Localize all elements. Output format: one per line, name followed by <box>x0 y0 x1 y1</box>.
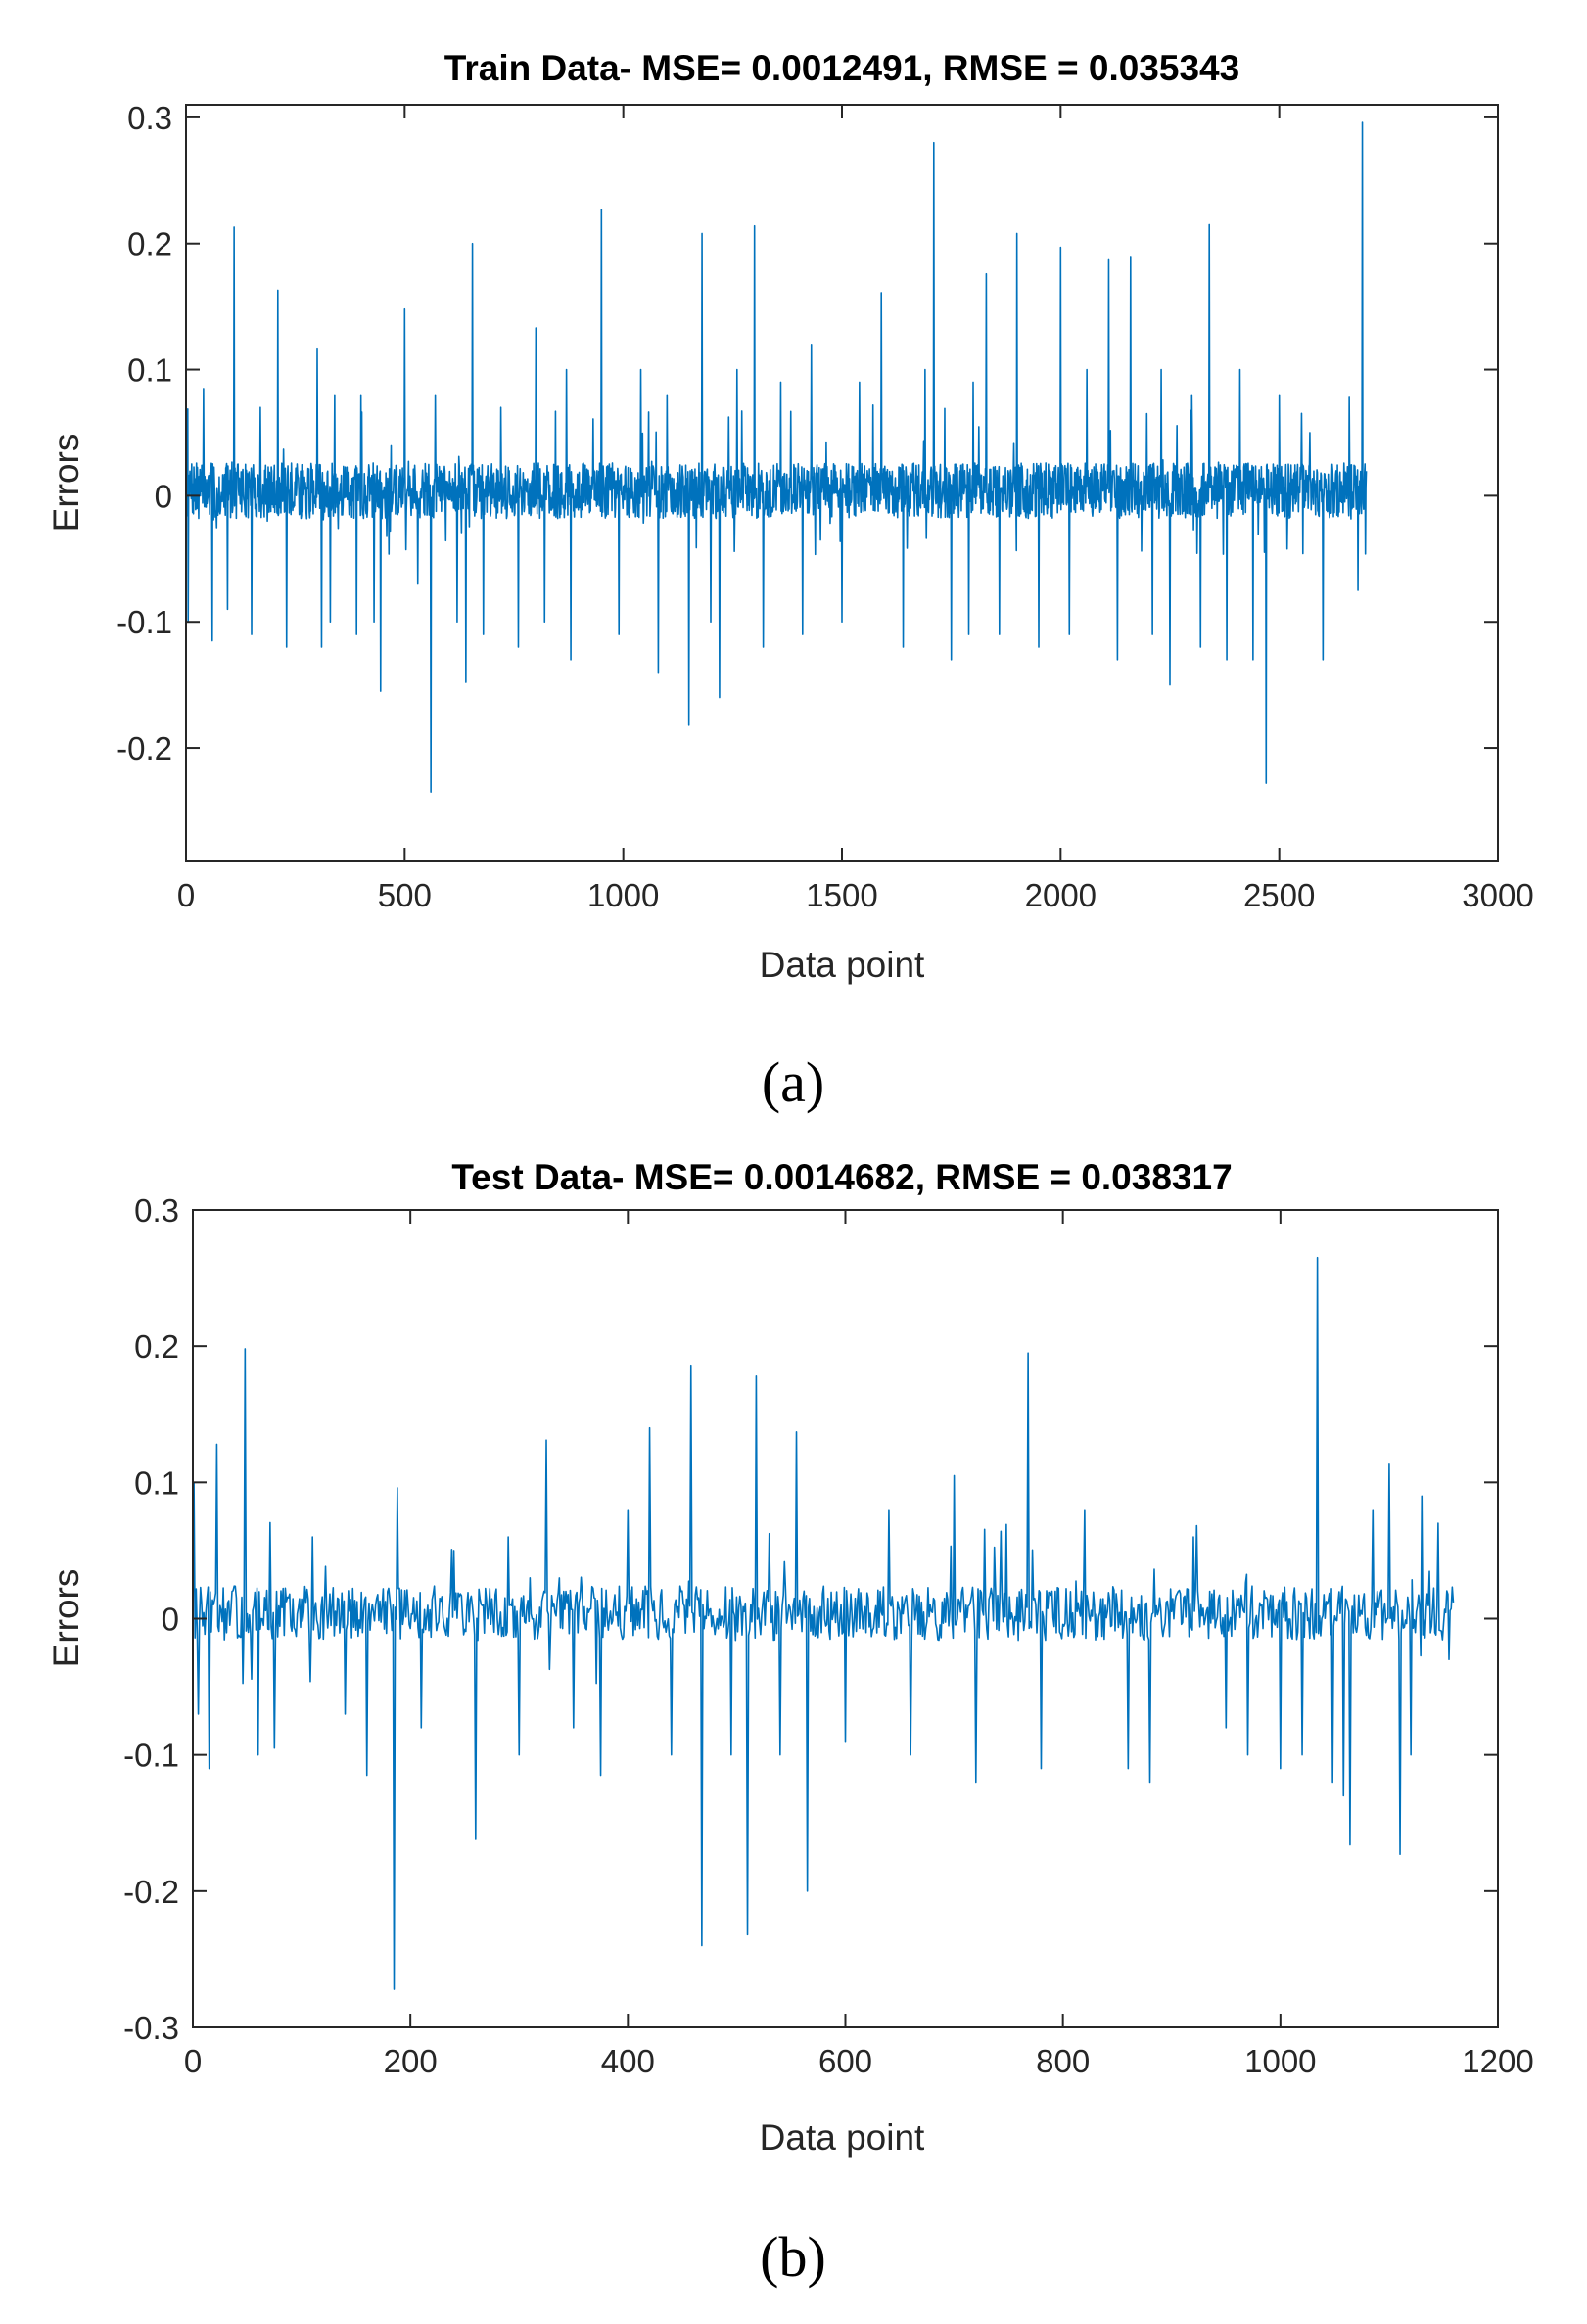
x-tick-label: 0 <box>184 2043 202 2079</box>
series-layer <box>192 1256 1455 1990</box>
x-tick-label: 1000 <box>587 877 659 913</box>
panel-caption: (b) <box>760 2225 826 2289</box>
plot-area <box>186 105 1498 861</box>
x-tick-label: 1200 <box>1462 2043 1533 2079</box>
y-tick-label: 0.3 <box>134 1192 179 1229</box>
x-tick-label: 400 <box>601 2043 655 2079</box>
x-tick-label: 0 <box>177 877 195 913</box>
y-axis-label: Errors <box>46 434 86 533</box>
chart-train: 0 500 1000 1500 2000 2500 3000 -0.2 -0.1 0 0.1 0.2 0… <box>46 48 1534 1114</box>
y-tick-label: 0.2 <box>127 226 172 262</box>
y-tick-label: 0 <box>162 1602 179 1638</box>
y-tick-label: 0.1 <box>134 1464 179 1501</box>
ticks-layer: 0 500 1000 1500 2000 2500 3000 -0.2 -0.1 0 0.1 0.2 0… <box>117 100 1534 913</box>
x-tick-label: 1500 <box>806 877 877 913</box>
x-tick-label: 2000 <box>1025 877 1097 913</box>
x-tick-label: 800 <box>1036 2043 1090 2079</box>
panel-caption: (a) <box>762 1050 824 1114</box>
ticks-layer: 0 200 400 600 800 1000 1200 -0.3 -0.2 -0.1 0 0.1 0.2… <box>123 1192 1534 2079</box>
x-axis-label: Data point <box>760 2117 925 2158</box>
series-layer <box>185 121 1368 793</box>
y-tick-label: 0.1 <box>127 352 172 389</box>
y-tick-label: 0.2 <box>134 1328 179 1365</box>
y-tick-label: -0.2 <box>123 1874 179 1910</box>
y-tick-label: -0.1 <box>117 604 172 640</box>
y-tick-label: -0.3 <box>123 2010 179 2046</box>
x-axis-label: Data point <box>760 945 925 985</box>
x-tick-label: 500 <box>378 877 432 913</box>
x-tick-label: 2500 <box>1243 877 1315 913</box>
y-tick-label: -0.1 <box>123 1738 179 1774</box>
y-tick-label: 0 <box>155 478 172 514</box>
y-tick-label: 0.3 <box>127 100 172 136</box>
y-tick-label: -0.2 <box>117 730 172 767</box>
chart-title: Test Data- MSE= 0.0014682, RMSE = 0.0383… <box>451 1157 1232 1197</box>
chart-title: Train Data- MSE= 0.0012491, RMSE = 0.035… <box>444 48 1239 88</box>
x-tick-label: 200 <box>384 2043 438 2079</box>
plot-area <box>193 1210 1498 2027</box>
x-tick-label: 1000 <box>1244 2043 1316 2079</box>
x-tick-label: 600 <box>818 2043 872 2079</box>
error-series-line <box>185 121 1368 793</box>
chart-test: 0 200 400 600 800 1000 1200 -0.3 -0.2 -0.1 0 0.1 0.2… <box>46 1157 1534 2289</box>
error-series-line <box>192 1256 1455 1990</box>
y-axis-label: Errors <box>46 1569 86 1668</box>
x-tick-label: 3000 <box>1462 877 1533 913</box>
